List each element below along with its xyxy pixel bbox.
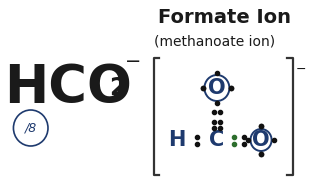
Text: O: O <box>252 130 270 150</box>
Text: 2: 2 <box>109 76 126 100</box>
Text: −: − <box>125 52 141 71</box>
Text: O: O <box>208 78 226 98</box>
Text: H: H <box>168 130 185 150</box>
Text: (methanoate ion): (methanoate ion) <box>154 34 275 48</box>
Text: /8: /8 <box>25 122 37 134</box>
Text: −: − <box>296 63 306 76</box>
Text: HCO: HCO <box>4 62 132 114</box>
Text: Formate Ion: Formate Ion <box>158 8 292 27</box>
Text: C: C <box>209 130 225 150</box>
